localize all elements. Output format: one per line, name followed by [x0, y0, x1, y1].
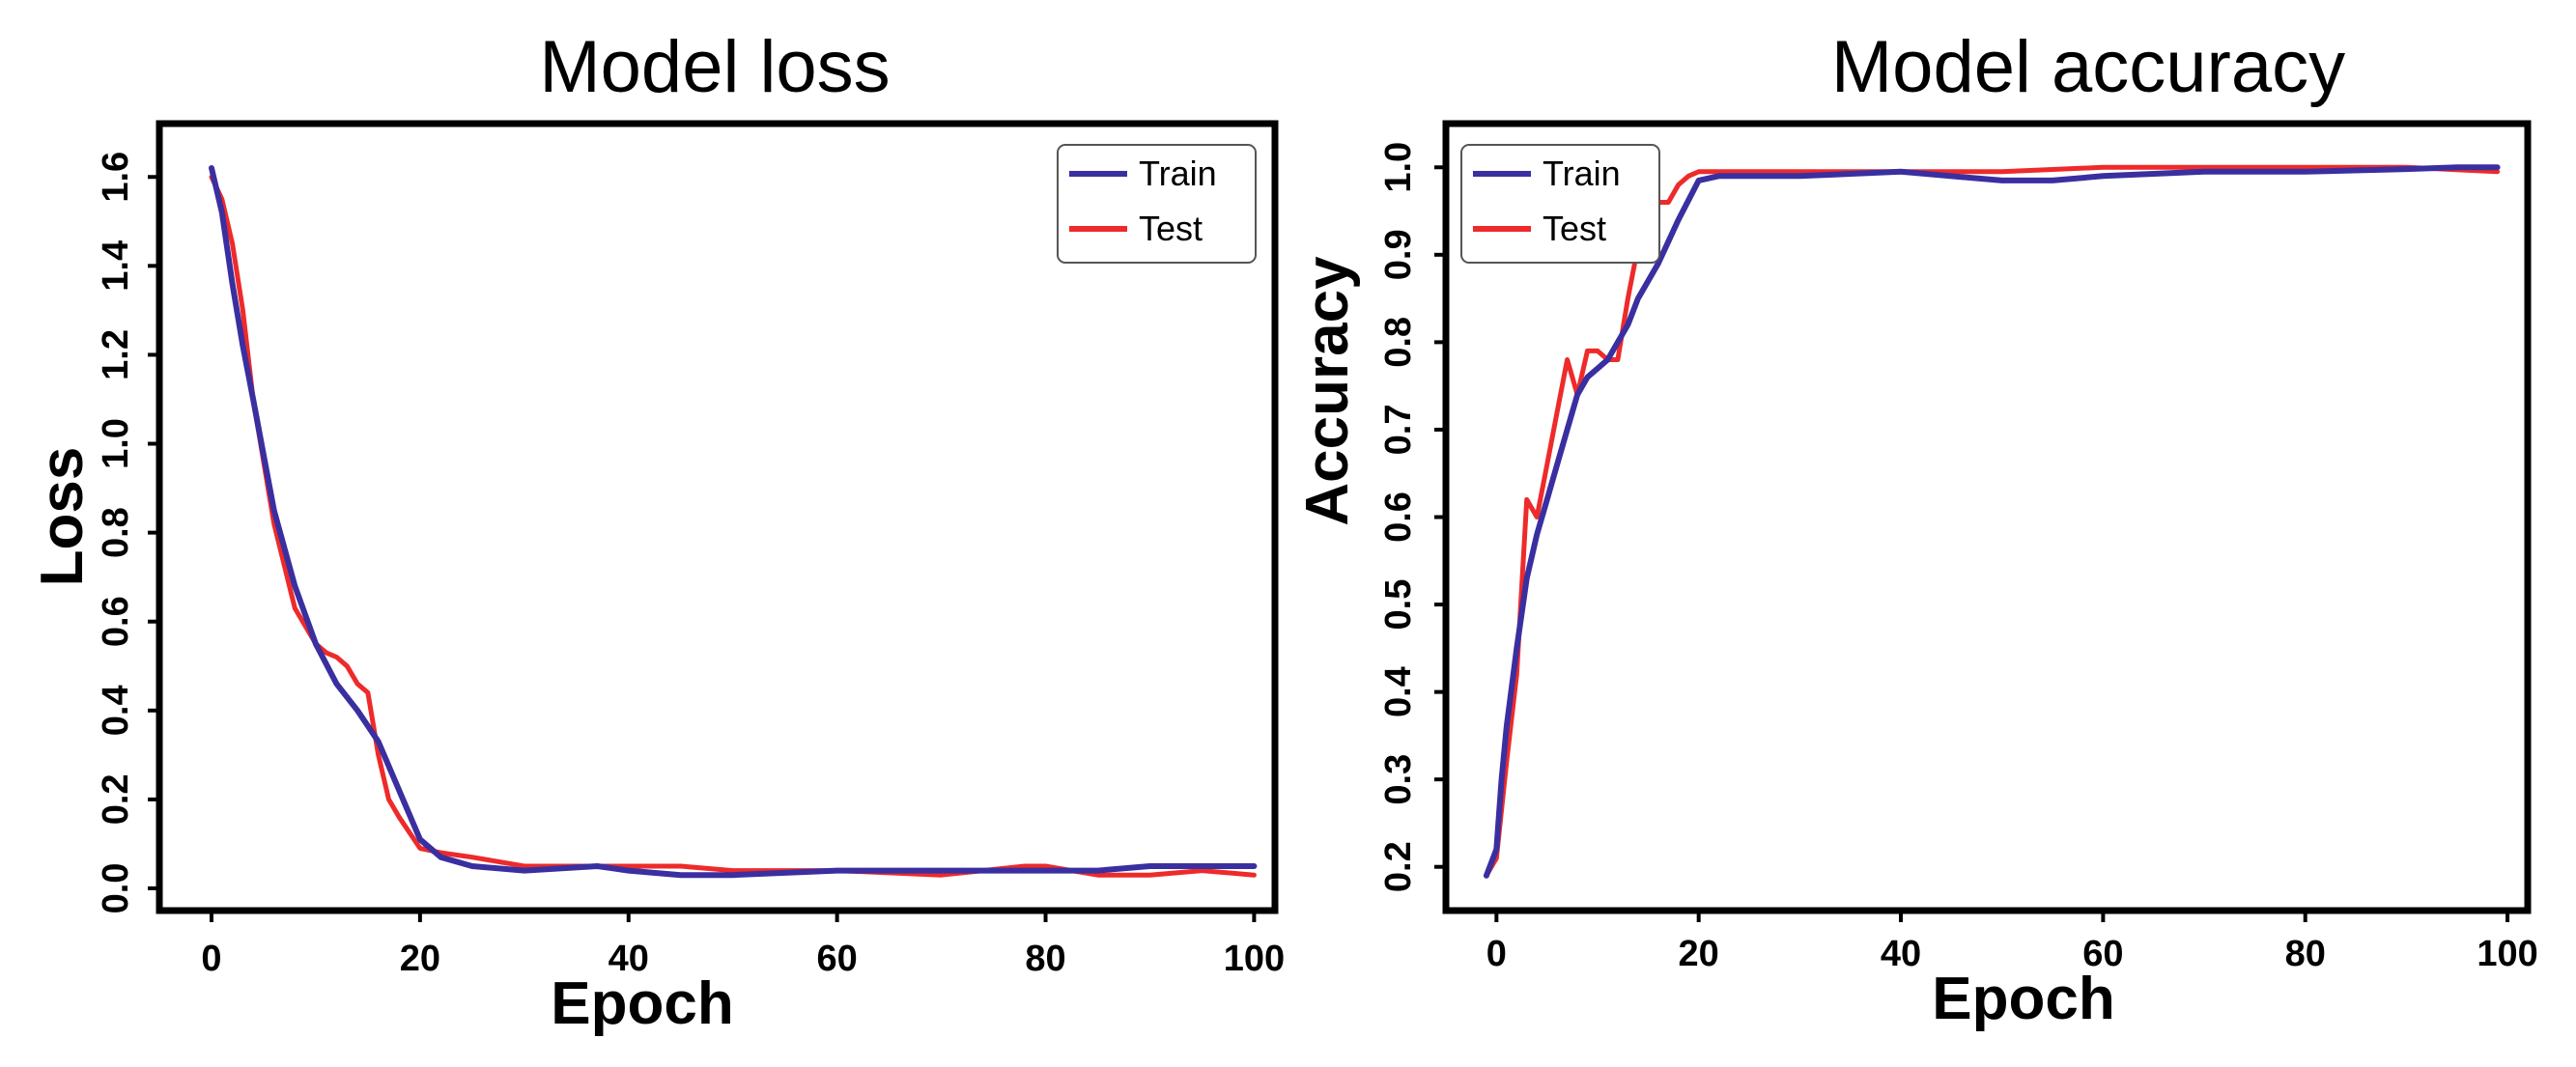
- y-tick-label: 1.0: [96, 418, 136, 469]
- y-tick-label: 0.4: [1378, 666, 1419, 717]
- y-tick-label: 0.2: [96, 773, 136, 825]
- y-tick-label: 0.9: [1378, 229, 1419, 280]
- y-tick-label: 0.5: [1378, 579, 1419, 631]
- x-tick-label: 20: [1679, 934, 1719, 974]
- plot-frame: [156, 120, 1279, 914]
- accuracy-plot-area: 0 20 40 60 80 100 0.2 0.3 0.4 0.5 0.6 0.7 0.8 0.9 1.0 T…: [1378, 120, 2538, 974]
- x-tick-label: 60: [816, 939, 857, 979]
- x-tick-label: 0: [1486, 934, 1507, 974]
- x-tick-label: 0: [201, 939, 221, 979]
- y-tick-label: 1.4: [96, 240, 136, 292]
- loss-plot-area: 0 20 40 60 80 100 0.0 0.2 0.4 0.6 0.8 1.0 1.2 1.4 1.6 T…: [96, 120, 1285, 979]
- legend: Train Test: [1057, 144, 1257, 264]
- y-tick-label: 0.8: [96, 507, 136, 558]
- plot-frame: [1442, 120, 2532, 914]
- series-line-train: [209, 165, 1258, 879]
- y-tick-label: 0.4: [96, 685, 136, 736]
- y-tick-label: 1.0: [1378, 142, 1419, 193]
- accuracy-chart: Model accuracy Epoch Accuracy 0 20 40 60 80 1…: [1294, 26, 2538, 1032]
- loss-chart: Model loss Epoch Loss 0 20 40 60 80 100 0.0 0.2…: [29, 26, 1285, 1037]
- y-axis-label: Loss: [29, 447, 96, 587]
- legend-label-train: Train: [1543, 154, 1621, 193]
- y-tick-label: 0.7: [1378, 405, 1419, 456]
- y-tick-label: 0.2: [1378, 841, 1419, 892]
- y-tick-label: 0.6: [96, 596, 136, 647]
- y-tick-label: 1.6: [96, 152, 136, 203]
- chart-title: Model loss: [539, 26, 890, 108]
- legend: Train Test: [1460, 144, 1660, 264]
- legend-label-train: Train: [1139, 154, 1217, 193]
- x-tick-label: 80: [2285, 934, 2326, 974]
- y-tick-label: 0.3: [1378, 754, 1419, 805]
- x-tick-label: 100: [2477, 934, 2537, 974]
- x-tick-label: 60: [2082, 934, 2123, 974]
- x-tick-label: 40: [1881, 934, 1921, 974]
- series-line-test: [209, 174, 1257, 878]
- x-tick-label: 80: [1025, 939, 1065, 979]
- chart-title: Model accuracy: [1831, 26, 2345, 108]
- y-tick-label: 1.2: [96, 329, 136, 380]
- series-line-train: [1483, 164, 2501, 879]
- x-axis-label: Epoch: [1932, 966, 2114, 1032]
- legend-label-test: Test: [1543, 209, 1606, 248]
- y-axis-label: Accuracy: [1294, 256, 1361, 526]
- x-tick-label: 40: [609, 939, 649, 979]
- x-tick-label: 100: [1224, 939, 1285, 979]
- x-tick-label: 20: [400, 939, 440, 979]
- x-axis-label: Epoch: [551, 970, 733, 1037]
- y-tick-label: 0.6: [1378, 491, 1419, 543]
- y-tick-label: 0.0: [96, 863, 136, 914]
- y-tick-label: 0.8: [1378, 317, 1419, 368]
- legend-label-test: Test: [1139, 209, 1203, 248]
